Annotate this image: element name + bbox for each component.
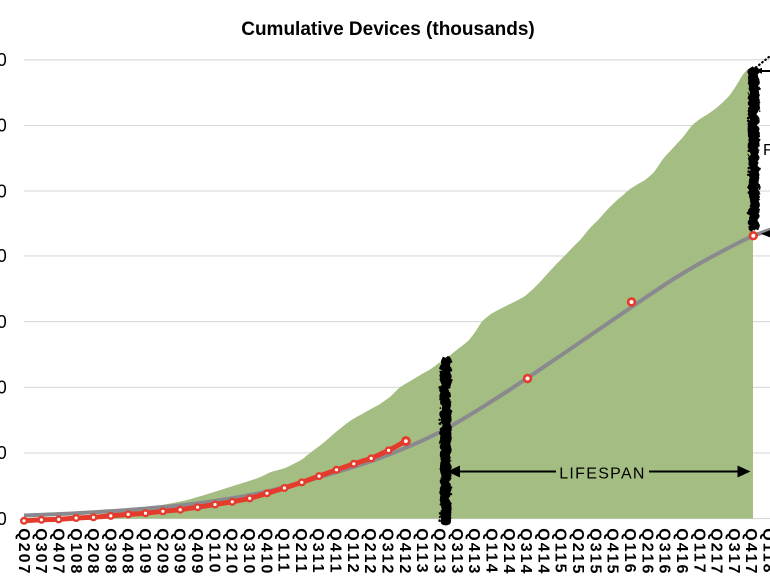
svg-text:Q212: Q212 <box>361 528 378 575</box>
svg-text:Q209: Q209 <box>153 528 170 575</box>
svg-text:Q213: Q213 <box>431 528 448 575</box>
svg-text:Q316: Q316 <box>656 528 673 575</box>
svg-text:Q114: Q114 <box>482 528 499 574</box>
svg-text:Q415: Q415 <box>604 528 621 575</box>
svg-text:000: 000 <box>0 509 7 529</box>
svg-text:Q307: Q307 <box>32 528 49 575</box>
svg-text:Q216: Q216 <box>638 528 655 575</box>
svg-text:000: 000 <box>0 50 7 70</box>
svg-text:000: 000 <box>0 246 7 266</box>
svg-text:Q110: Q110 <box>205 528 222 574</box>
svg-text:000: 000 <box>0 378 7 398</box>
svg-text:Q112: Q112 <box>344 528 361 574</box>
svg-text:Q207: Q207 <box>15 528 32 575</box>
svg-text:Q409: Q409 <box>188 528 205 575</box>
svg-text:000: 000 <box>0 443 7 463</box>
svg-text:Q407: Q407 <box>49 528 66 575</box>
svg-text:Q310: Q310 <box>240 528 257 575</box>
svg-text:Q312: Q312 <box>379 528 396 575</box>
svg-text:Q408: Q408 <box>119 528 136 575</box>
svg-text:Q116: Q116 <box>621 528 638 574</box>
svg-text:000: 000 <box>0 116 7 136</box>
svg-text:000: 000 <box>0 312 7 332</box>
svg-text:Q317: Q317 <box>725 528 742 575</box>
svg-text:Q210: Q210 <box>223 528 240 575</box>
svg-text:Q412: Q412 <box>396 528 413 575</box>
svg-text:Q308: Q308 <box>101 528 118 575</box>
svg-text:Cumulative Devices (thousands): Cumulative Devices (thousands) <box>241 19 535 40</box>
svg-text:LIFESPAN: LIFESPAN <box>559 466 646 483</box>
svg-text:Q313: Q313 <box>448 528 465 575</box>
svg-text:Q217: Q217 <box>708 528 725 575</box>
svg-text:Q416: Q416 <box>673 528 690 575</box>
svg-text:Q410: Q410 <box>257 528 274 575</box>
svg-text:FO: FO <box>763 142 770 159</box>
svg-text:Q215: Q215 <box>569 528 586 575</box>
svg-text:Q214: Q214 <box>500 528 517 575</box>
svg-text:Q417: Q417 <box>742 528 759 575</box>
svg-text:Q414: Q414 <box>534 528 551 575</box>
svg-text:Q108: Q108 <box>67 528 84 575</box>
svg-text:Q109: Q109 <box>136 528 153 575</box>
svg-text:Q117: Q117 <box>690 528 707 574</box>
svg-text:Q413: Q413 <box>465 528 482 575</box>
svg-text:Q315: Q315 <box>586 528 603 575</box>
svg-text:Q208: Q208 <box>84 528 101 575</box>
svg-text:Q309: Q309 <box>171 528 188 575</box>
svg-text:Q411: Q411 <box>327 528 344 574</box>
svg-text:Q211: Q211 <box>292 528 309 574</box>
svg-text:Q115: Q115 <box>552 528 569 574</box>
svg-text:Q314: Q314 <box>517 528 534 575</box>
svg-text:000: 000 <box>0 181 7 201</box>
svg-text:Q111: Q111 <box>275 528 292 573</box>
svg-text:Q113: Q113 <box>413 528 430 574</box>
svg-text:Q118: Q118 <box>760 528 770 574</box>
svg-text:Q311: Q311 <box>309 528 326 574</box>
